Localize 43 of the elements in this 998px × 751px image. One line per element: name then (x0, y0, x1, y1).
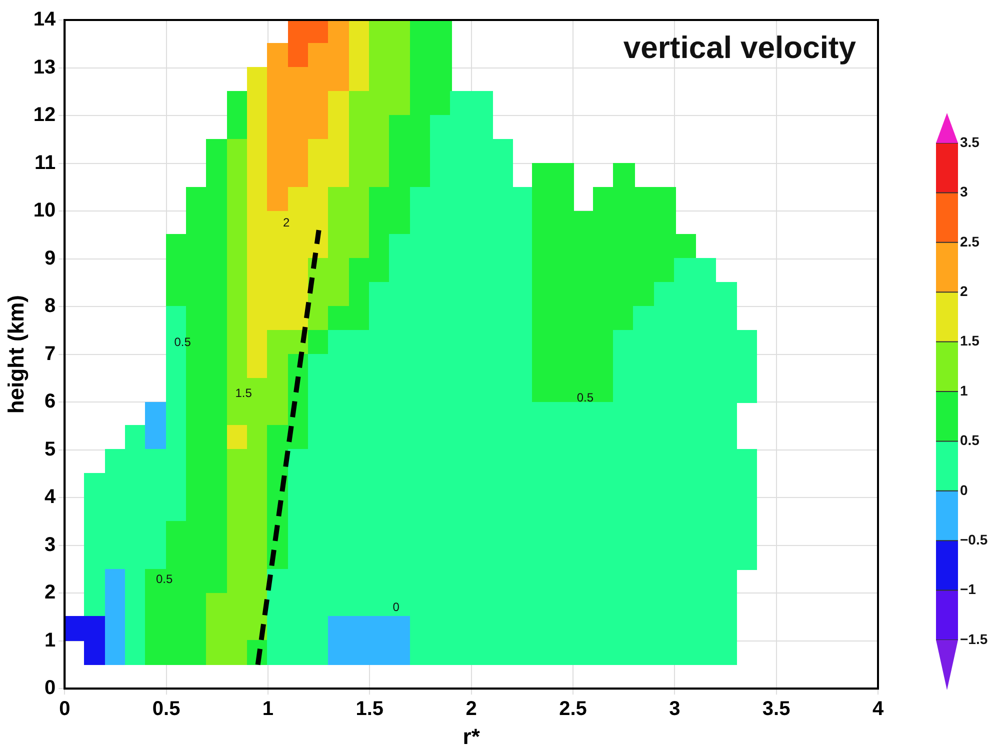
annotation: 0.5 (174, 335, 192, 350)
y-tick-label: 6 (44, 390, 56, 413)
y-tick-label: 0 (44, 677, 56, 700)
color-bar-label: 2 (960, 282, 968, 299)
x-tick-label: 2 (466, 698, 477, 720)
y-tick-label: 5 (44, 438, 56, 460)
annotation: 0.5 (156, 572, 173, 586)
y-tick-label: 10 (33, 200, 56, 222)
x-tick-label: 0.5 (152, 698, 180, 720)
y-tick-label: 4 (44, 486, 57, 508)
y-tick-label: 11 (34, 152, 56, 174)
x-tick-label: 3 (669, 698, 680, 720)
y-tick-label: 1 (44, 629, 56, 652)
y-tick-label: 7 (44, 342, 56, 365)
y-tick-label: 2 (44, 582, 56, 604)
x-tick-label: 1 (262, 698, 274, 720)
y-tick-label: 14 (33, 8, 57, 31)
y-tick-label: 12 (33, 104, 56, 126)
x-axis-title: r* (462, 724, 480, 749)
y-tick-label: 9 (44, 247, 56, 270)
color-bar-label: −1.5 (960, 630, 988, 647)
color-bar-label: 1 (960, 382, 968, 398)
color-bar-label: 0.5 (960, 432, 980, 448)
color-bar-label: 3 (960, 184, 968, 200)
x-tick-label: 3.5 (762, 698, 790, 720)
x-tick-label: 2.5 (559, 698, 587, 720)
chart-title: vertical velocity (623, 30, 857, 66)
color-bar-label: 2.5 (960, 233, 980, 250)
color-bar-label: 3.5 (960, 134, 980, 150)
y-tick-label: 8 (44, 295, 56, 318)
color-bar-label: −0.5 (960, 531, 988, 548)
annotation: 0 (392, 600, 400, 614)
x-tick-label: 1.5 (356, 698, 384, 720)
color-bar-label: 1.5 (960, 332, 980, 349)
annotation: 0.5 (576, 390, 594, 405)
annotation: 1.5 (235, 386, 252, 400)
color-bar-label: 0 (960, 482, 968, 498)
color-bar-label: −1 (960, 581, 976, 598)
y-axis-title: height (km) (3, 295, 28, 414)
y-tick-label: 3 (44, 534, 56, 556)
annotation: 2 (282, 215, 290, 230)
x-tick-label: 4 (872, 698, 884, 720)
y-tick-label: 13 (33, 56, 56, 78)
